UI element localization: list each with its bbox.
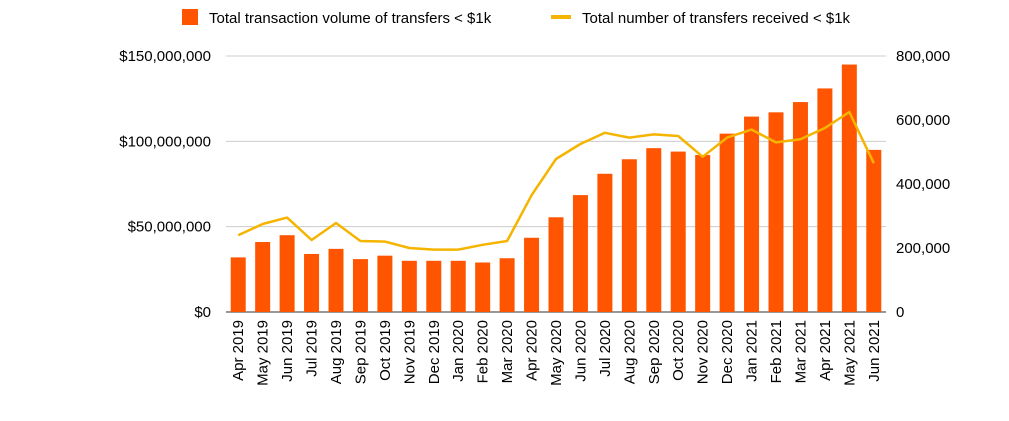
y-left-tick-label: $0 xyxy=(194,304,211,321)
bar xyxy=(548,217,564,312)
bar xyxy=(670,151,686,312)
x-tick-label: Jun 2020 xyxy=(572,320,589,382)
bar xyxy=(524,237,540,312)
legend-label-line: Total number of transfers received < $1k xyxy=(582,10,851,27)
bar xyxy=(792,102,808,312)
x-tick-label: Nov 2019 xyxy=(401,320,418,384)
bar xyxy=(499,258,515,312)
bar xyxy=(572,195,588,312)
axis-layer: $0 $50,000,000 $100,000,000 $150,000,000 0 20… xyxy=(119,48,950,386)
x-tick-label: May 2020 xyxy=(548,320,565,386)
bars-layer xyxy=(230,64,882,313)
bar xyxy=(646,148,662,312)
bar xyxy=(328,248,344,312)
x-tick-label: Mar 2021 xyxy=(792,320,809,383)
bar xyxy=(377,255,393,312)
x-tick-label: May 2019 xyxy=(255,320,272,386)
bar xyxy=(866,149,882,312)
x-tick-label: Sep 2020 xyxy=(646,320,663,384)
bar xyxy=(621,159,637,312)
line-layer xyxy=(237,110,875,251)
bar xyxy=(597,173,613,312)
x-tick-label: Feb 2021 xyxy=(768,320,785,383)
x-tick-label: Aug 2019 xyxy=(328,320,345,384)
legend: Total transaction volume of transfers < … xyxy=(182,9,851,27)
x-tick-label: Nov 2020 xyxy=(695,320,712,384)
bar xyxy=(401,260,417,312)
bar xyxy=(475,262,491,312)
x-tick-label: Mar 2020 xyxy=(499,320,516,383)
bar xyxy=(768,112,784,312)
bar xyxy=(230,257,246,312)
x-tick-label: Oct 2019 xyxy=(377,320,394,381)
x-tick-label: Oct 2020 xyxy=(670,320,687,381)
x-tick-label: Apr 2020 xyxy=(524,320,541,381)
bar xyxy=(304,253,320,312)
bar xyxy=(255,242,271,312)
bar xyxy=(841,64,857,313)
bar xyxy=(426,260,442,312)
bar xyxy=(744,116,760,312)
x-tick-label: Apr 2019 xyxy=(230,320,247,381)
y-left-tick-label: $150,000,000 xyxy=(119,48,211,65)
legend-label-bar: Total transaction volume of transfers < … xyxy=(209,10,492,27)
legend-swatch-bar xyxy=(182,9,198,25)
bar xyxy=(719,133,735,312)
x-tick-label: Apr 2021 xyxy=(817,320,834,381)
bar xyxy=(352,259,368,312)
y-right-tick-label: 600,000 xyxy=(896,112,950,129)
x-tick-label: Jul 2020 xyxy=(597,320,614,377)
y-right-tick-label: 200,000 xyxy=(896,240,950,257)
bar xyxy=(695,154,711,312)
bar xyxy=(817,88,833,312)
x-tick-label: May 2021 xyxy=(841,320,858,386)
x-tick-label: Feb 2020 xyxy=(475,320,492,383)
x-tick-label: Dec 2020 xyxy=(719,320,736,384)
bar xyxy=(279,235,295,312)
x-tick-label: Jun 2019 xyxy=(279,320,296,382)
y-left-tick-label: $100,000,000 xyxy=(119,133,211,150)
x-tick-label: Dec 2019 xyxy=(426,320,443,384)
x-tick-label: Jun 2021 xyxy=(866,320,883,382)
y-right-tick-label: 0 xyxy=(896,304,904,321)
x-tick-label: Jan 2020 xyxy=(450,320,467,382)
x-tick-label: Jan 2021 xyxy=(744,320,761,382)
x-tick-label: Aug 2020 xyxy=(621,320,638,384)
y-left-tick-label: $50,000,000 xyxy=(128,219,211,236)
x-tick-label: Jul 2019 xyxy=(304,320,321,377)
x-tick-label: Sep 2019 xyxy=(352,320,369,384)
y-right-tick-label: 800,000 xyxy=(896,48,950,65)
y-right-tick-label: 400,000 xyxy=(896,176,950,193)
bar xyxy=(450,260,466,312)
